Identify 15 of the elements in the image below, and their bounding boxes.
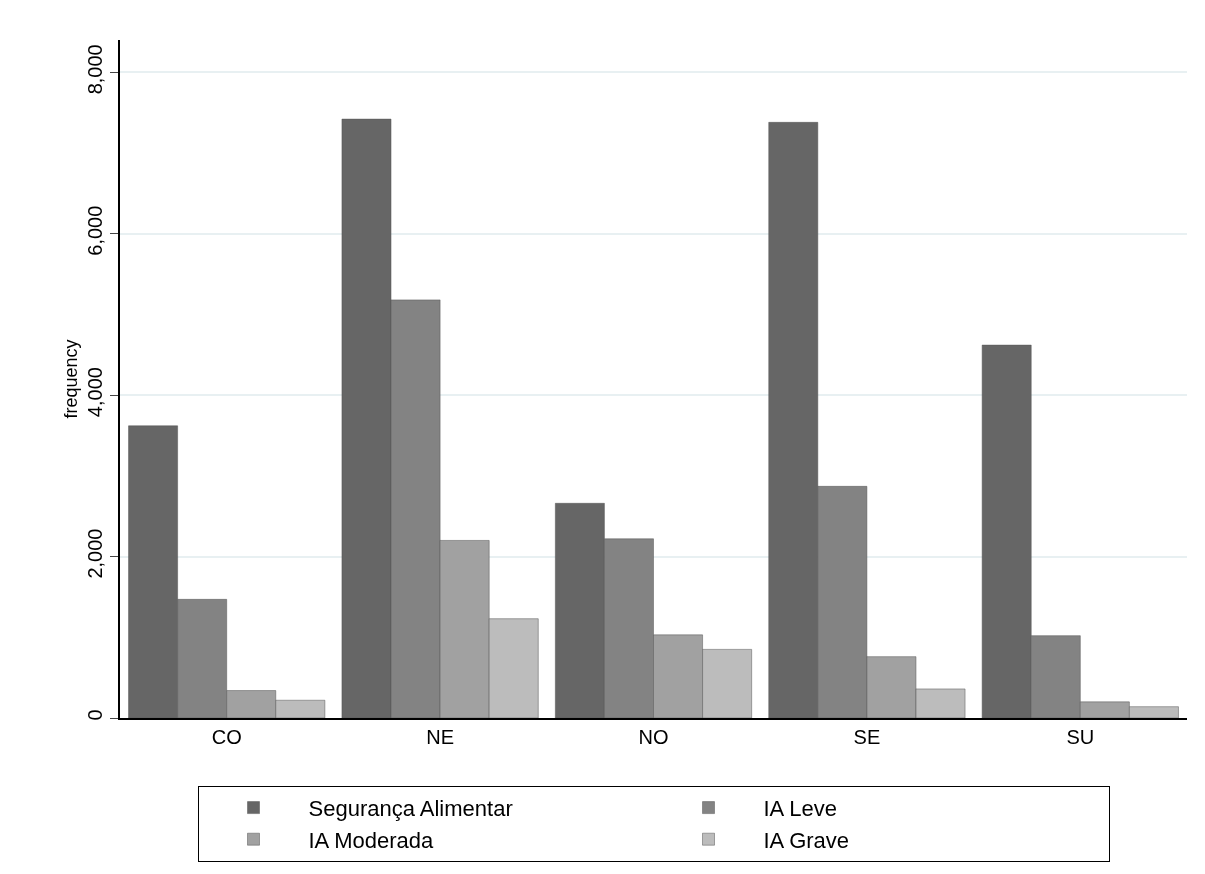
y-tick-label: 4,000 bbox=[84, 367, 107, 418]
legend-label: Segurança Alimentar bbox=[308, 796, 513, 822]
y-axis-title: frequency bbox=[60, 339, 81, 419]
legend-label: IA Leve bbox=[763, 796, 837, 822]
x-tick-label: NO bbox=[638, 725, 669, 748]
y-tick-label: 0 bbox=[84, 709, 107, 721]
y-tick-label: 2,000 bbox=[84, 528, 107, 579]
y-tick-label: 6,000 bbox=[84, 205, 107, 256]
x-tick-label: CO bbox=[211, 725, 242, 748]
x-tick-label: SU bbox=[1066, 725, 1095, 748]
legend-label: IA Grave bbox=[763, 827, 850, 853]
x-tick-label: NE bbox=[426, 725, 454, 748]
x-tick-label: SE bbox=[853, 725, 881, 748]
y-tick-label: 8,000 bbox=[84, 44, 107, 95]
legend-label: IA Moderada bbox=[308, 827, 435, 853]
